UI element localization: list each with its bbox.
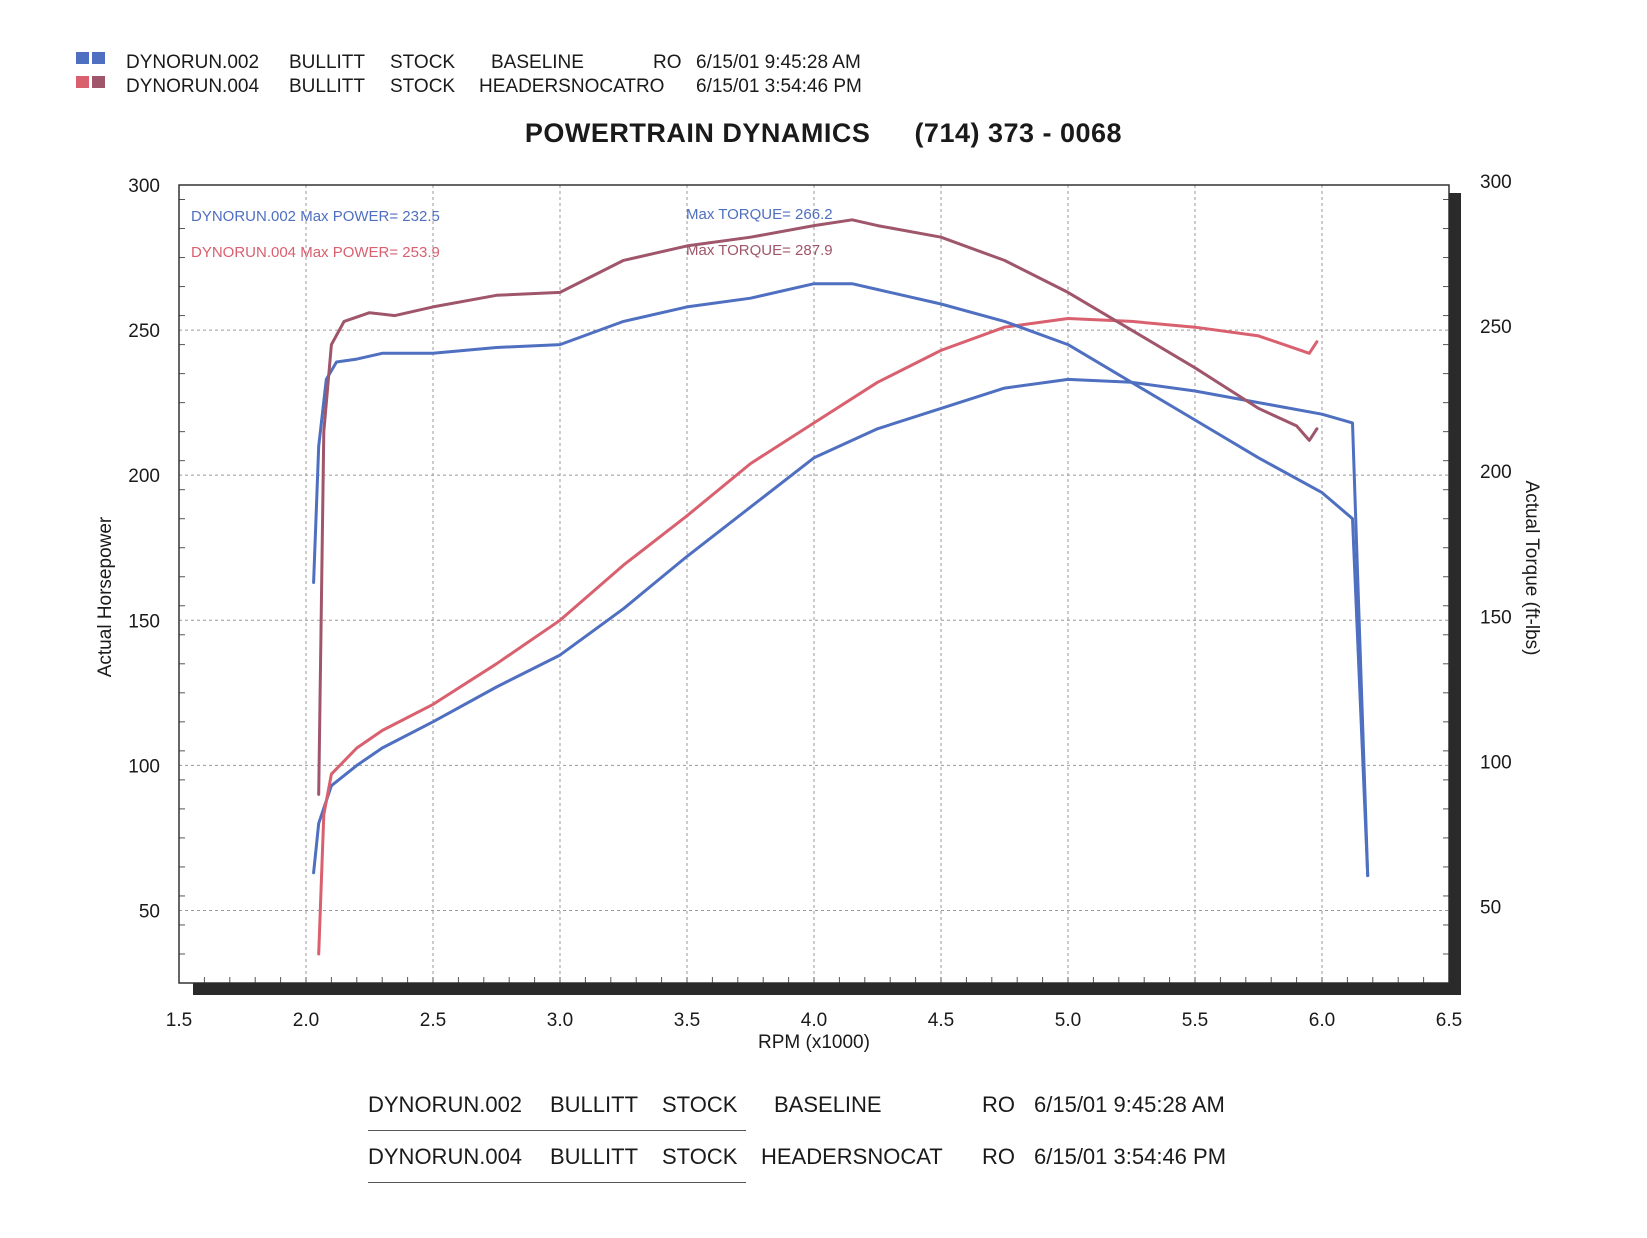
legend-operator: RO (653, 52, 682, 73)
footer-run: DYNORUN.002 (368, 1092, 523, 1117)
legend-datetime: 6/15/01 3:54:46 PM (696, 76, 862, 97)
legend-test: HEADERSNOCATRO (479, 76, 665, 97)
series-line-1 (317, 317, 1319, 956)
x-tick-label: 6.0 (1309, 1010, 1335, 1031)
annotation-run002-torque: Max TORQUE= 266.2 (686, 206, 833, 223)
footer-test: BASELINE (774, 1092, 882, 1117)
y-tick-label: 250 (128, 321, 160, 342)
plot-shadow-right (1449, 193, 1461, 995)
x-tick-label: 4.5 (928, 1010, 954, 1031)
y-axis-label: Actual Horsepower (95, 516, 116, 677)
x-tick-label: 6.5 (1436, 1010, 1462, 1031)
y-tick-label: 50 (139, 901, 160, 922)
x-tick-label: 5.5 (1182, 1010, 1208, 1031)
y2-tick-label: 200 (1480, 462, 1512, 483)
series-line-0 (312, 377, 1370, 878)
x-axis-label: RPM (x1000) (758, 1032, 870, 1053)
x-tick-label: 3.5 (674, 1010, 700, 1031)
annotation-run004-power: DYNORUN.004 Max POWER= 253.9 (191, 244, 440, 261)
x-tick-label: 1.5 (166, 1010, 192, 1031)
legend-swatch-block (92, 76, 105, 88)
company-name: POWERTRAIN DYNAMICS (524, 118, 871, 148)
y-tick-label: 200 (128, 466, 160, 487)
legend-test: BASELINE (491, 52, 584, 73)
y-tick-label: 150 (128, 611, 160, 632)
x-tick-label: 2.0 (293, 1010, 319, 1031)
y-tick-labels: 50 100 150 200 250 300 (128, 176, 160, 922)
series-line-3 (317, 218, 1319, 796)
x-tick-label: 2.5 (420, 1010, 446, 1031)
footer-config: STOCK (662, 1144, 738, 1169)
legend-config: STOCK (390, 52, 456, 73)
footer-datetime: 6/15/01 9:45:28 AM (1034, 1092, 1225, 1117)
x-tick-label: 4.0 (801, 1010, 827, 1031)
y-tick-label: 300 (128, 176, 160, 197)
legend-swatch-block (92, 52, 105, 64)
y2-tick-label: 300 (1480, 172, 1512, 193)
footer-car: BULLITT (550, 1144, 639, 1169)
y2-tick-label: 50 (1480, 897, 1501, 918)
legend-car: BULLITT (289, 76, 366, 97)
footer-operator: RO (982, 1144, 1015, 1169)
y2-tick-label: 100 (1480, 752, 1512, 773)
y-tick-label: 100 (128, 756, 160, 777)
legend-config: STOCK (390, 76, 456, 97)
x-tick-label: 5.0 (1055, 1010, 1081, 1031)
legend-swatch-block (76, 76, 89, 88)
footer-datetime: 6/15/01 3:54:46 PM (1034, 1144, 1227, 1169)
y2-tick-label: 250 (1480, 317, 1512, 338)
series-line-2 (312, 282, 1370, 878)
y2-axis-label: Actual Torque (ft-lbs) (1521, 481, 1542, 656)
legend-run: DYNORUN.002 (126, 52, 260, 73)
legend-swatch-run002 (76, 52, 106, 64)
legend-swatch-block (76, 52, 89, 64)
annotation-run004-torque: Max TORQUE= 287.9 (686, 242, 833, 259)
y2-tick-label: 150 (1480, 607, 1512, 628)
footer-run: DYNORUN.004 (368, 1144, 523, 1169)
plot-frame (178, 184, 1461, 995)
company-phone: (714) 373 - 0068 (914, 118, 1123, 148)
legend-run: DYNORUN.004 (126, 76, 260, 97)
chart-grid (178, 185, 1450, 984)
footer-config: STOCK (662, 1092, 738, 1117)
footer-divider (368, 1130, 746, 1131)
footer-test: HEADERSNOCAT (761, 1144, 943, 1169)
x-tick-label: 3.0 (547, 1010, 573, 1031)
footer-operator: RO (982, 1092, 1015, 1117)
legend-swatch-run004 (76, 76, 106, 88)
footer-divider (368, 1182, 746, 1183)
x-tick-labels: 1.5 2.0 2.5 3.0 3.5 4.0 4.5 5.0 5.5 6.0 6.5 (166, 1010, 1462, 1031)
annotation-run002-power: DYNORUN.002 Max POWER= 232.5 (191, 208, 440, 225)
legend-car: BULLITT (289, 52, 366, 73)
footer-car: BULLITT (550, 1092, 639, 1117)
chart-series (312, 218, 1370, 956)
plot-shadow-bottom (193, 983, 1461, 995)
legend-datetime: 6/15/01 9:45:28 AM (696, 52, 861, 73)
chart-title: POWERTRAIN DYNAMICS (714) 373 - 0068 (0, 118, 1647, 149)
y2-tick-labels: 50 100 150 200 250 300 (1480, 172, 1512, 918)
